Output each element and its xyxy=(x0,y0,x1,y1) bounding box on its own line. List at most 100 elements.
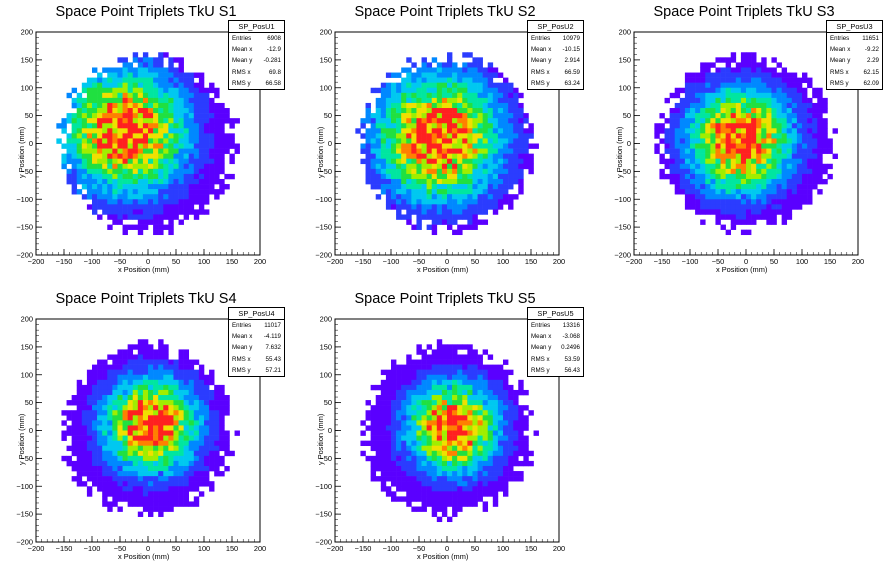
heatmap-bin xyxy=(472,108,478,114)
heatmap-bin xyxy=(508,138,514,144)
heatmap-bin xyxy=(132,102,139,109)
heatmap-bin xyxy=(528,460,534,467)
heatmap-bin xyxy=(817,153,823,160)
heatmap-bin xyxy=(411,415,417,421)
stats-value: 57.21 xyxy=(265,366,281,374)
heatmap-bin xyxy=(503,194,509,200)
x-tick-label: −100 xyxy=(84,257,101,266)
heatmap-bin xyxy=(452,97,458,104)
heatmap-bin xyxy=(401,214,407,220)
heatmap-bin xyxy=(214,455,220,462)
heatmap-bin xyxy=(112,450,118,457)
heatmap-bin xyxy=(396,379,402,386)
heatmap-bin xyxy=(822,102,828,109)
heatmap-bin xyxy=(730,77,737,83)
heatmap-bin xyxy=(117,450,123,457)
heatmap-bin xyxy=(158,339,164,345)
stats-label: RMS y xyxy=(232,79,251,87)
stats-label: Mean x xyxy=(232,333,253,341)
heatmap-bin xyxy=(817,173,823,180)
heatmap-bin xyxy=(791,72,798,78)
heatmap-bin xyxy=(436,123,443,129)
heatmap-bin xyxy=(380,410,387,416)
heatmap-bin xyxy=(776,199,782,205)
heatmap-bin xyxy=(219,163,225,170)
heatmap-bin xyxy=(730,102,737,109)
heatmap-bin xyxy=(447,471,453,477)
heatmap-bin xyxy=(426,415,433,421)
heatmap-bin xyxy=(457,189,463,195)
heatmap-bin xyxy=(178,410,184,416)
y-tick-label: −150 xyxy=(315,510,332,519)
heatmap-bin xyxy=(385,486,392,492)
heatmap-bin xyxy=(385,491,392,497)
heatmap-bin xyxy=(472,450,478,457)
heatmap-bin xyxy=(158,123,164,129)
heatmap-bin xyxy=(472,384,478,391)
x-tick-label: −150 xyxy=(654,257,671,266)
heatmap-bin xyxy=(725,184,732,190)
heatmap-bin xyxy=(137,344,144,350)
heatmap-bin xyxy=(664,138,670,144)
heatmap-bin xyxy=(523,163,529,170)
stats-label: RMS x xyxy=(232,68,251,76)
heatmap-bin xyxy=(375,440,382,447)
heatmap-bin xyxy=(457,400,463,406)
heatmap-bin xyxy=(401,471,407,477)
heatmap-bin xyxy=(142,460,149,467)
heatmap-bin xyxy=(421,501,427,507)
stats-value: 63.24 xyxy=(564,79,580,87)
heatmap-bin xyxy=(71,143,78,149)
heatmap-bin xyxy=(97,163,103,170)
y-tick-label: 150 xyxy=(21,55,33,64)
heatmap-bin xyxy=(802,158,808,165)
heatmap-bin xyxy=(183,405,190,411)
heatmap-bin xyxy=(385,128,392,134)
heatmap-bin xyxy=(178,72,184,78)
heatmap-bin xyxy=(487,92,494,99)
heatmap-bin xyxy=(86,163,93,170)
heatmap-bin xyxy=(193,92,200,99)
heatmap-bin xyxy=(746,118,752,124)
heatmap-bin xyxy=(117,184,123,190)
heatmap-bin xyxy=(117,435,123,441)
heatmap-bin xyxy=(168,410,174,416)
heatmap-bin xyxy=(142,184,149,190)
heatmap-bin xyxy=(700,138,706,144)
heatmap-bin xyxy=(462,420,468,426)
heatmap-bin xyxy=(92,87,98,94)
heatmap-bin xyxy=(406,209,412,215)
heatmap-bin xyxy=(436,344,443,350)
heatmap-bin xyxy=(365,440,371,447)
heatmap-bin xyxy=(112,435,118,441)
heatmap-bin xyxy=(436,415,443,421)
heatmap-bin xyxy=(396,471,402,477)
y-tick-label: 50 xyxy=(25,398,33,407)
heatmap-bin xyxy=(385,163,392,170)
heatmap-bin xyxy=(492,405,499,411)
heatmap-bin xyxy=(756,158,762,165)
heatmap-bin xyxy=(705,189,711,195)
heatmap-bin xyxy=(163,168,169,175)
heatmap-bin xyxy=(92,163,98,170)
heatmap-bin xyxy=(406,97,412,104)
heatmap-bin xyxy=(183,108,190,114)
heatmap-bin xyxy=(766,148,772,154)
heatmap-bin xyxy=(659,168,665,175)
heatmap-bin xyxy=(477,123,483,129)
heatmap-bin xyxy=(142,425,149,431)
heatmap-bin xyxy=(188,97,195,104)
heatmap-bin xyxy=(725,67,732,73)
heatmap-bin xyxy=(669,118,676,124)
heatmap-bin xyxy=(148,440,154,447)
heatmap-bin xyxy=(669,108,676,114)
heatmap-bin xyxy=(76,435,83,441)
heatmap-bin xyxy=(391,415,397,421)
heatmap-bin xyxy=(436,128,443,134)
heatmap-bin xyxy=(158,369,164,376)
heatmap-bin xyxy=(720,184,726,190)
heatmap-bin xyxy=(467,400,473,406)
heatmap-bin xyxy=(406,465,412,472)
heatmap-bin xyxy=(766,128,772,134)
heatmap-bin xyxy=(472,400,478,406)
